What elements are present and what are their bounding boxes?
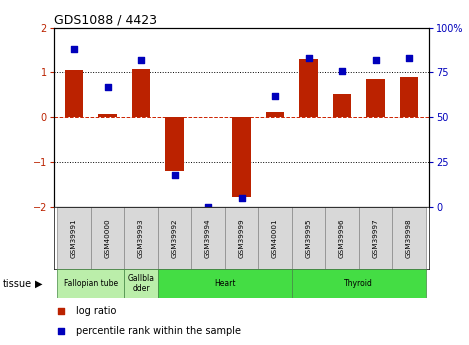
Text: GSM39992: GSM39992	[172, 218, 178, 258]
Bar	[266, 112, 284, 117]
Text: GSM39998: GSM39998	[406, 218, 412, 258]
Bar	[57, 207, 91, 269]
Text: GSM39999: GSM39999	[239, 218, 244, 258]
Bar	[225, 207, 258, 269]
Point	[338, 68, 346, 73]
Point	[70, 46, 78, 52]
Text: tissue: tissue	[2, 279, 31, 289]
Bar	[325, 207, 359, 269]
Point	[137, 57, 145, 63]
Bar	[359, 207, 392, 269]
Text: Fallopian tube: Fallopian tube	[64, 279, 118, 288]
Point	[104, 84, 111, 90]
Bar	[124, 269, 158, 298]
Bar	[158, 269, 292, 298]
Bar	[191, 207, 225, 269]
Text: GSM40001: GSM40001	[272, 218, 278, 258]
Bar	[132, 69, 150, 117]
Bar	[299, 59, 318, 117]
Point	[58, 328, 65, 334]
Bar	[158, 207, 191, 269]
Text: GSM39996: GSM39996	[339, 218, 345, 258]
Text: Thyroid: Thyroid	[344, 279, 373, 288]
Point	[58, 308, 65, 314]
Text: GSM39991: GSM39991	[71, 218, 77, 258]
Text: percentile rank within the sample: percentile rank within the sample	[76, 326, 242, 336]
Bar	[57, 269, 124, 298]
Point	[372, 57, 379, 63]
Bar	[400, 77, 418, 117]
Text: GSM39993: GSM39993	[138, 218, 144, 258]
Text: GSM40000: GSM40000	[105, 218, 111, 258]
Bar	[98, 114, 117, 117]
Point	[238, 195, 245, 201]
Bar	[366, 79, 385, 117]
Bar	[292, 269, 426, 298]
Point	[405, 55, 413, 61]
Text: GSM39997: GSM39997	[372, 218, 378, 258]
Text: Gallbla
dder: Gallbla dder	[128, 274, 154, 294]
Bar	[333, 94, 351, 117]
Bar	[392, 207, 426, 269]
Bar	[292, 207, 325, 269]
Bar	[232, 117, 251, 197]
Text: GSM39995: GSM39995	[305, 218, 311, 258]
Point	[171, 172, 178, 177]
Text: log ratio: log ratio	[76, 306, 117, 316]
Text: GSM39994: GSM39994	[205, 218, 211, 258]
Text: ▶: ▶	[35, 279, 43, 289]
Bar	[258, 207, 292, 269]
Bar	[165, 117, 184, 171]
Bar	[65, 70, 83, 117]
Text: GDS1088 / 4423: GDS1088 / 4423	[54, 13, 157, 27]
Point	[271, 93, 279, 99]
Point	[204, 204, 212, 210]
Bar	[91, 207, 124, 269]
Bar	[124, 207, 158, 269]
Text: Heart: Heart	[214, 279, 235, 288]
Point	[305, 55, 312, 61]
